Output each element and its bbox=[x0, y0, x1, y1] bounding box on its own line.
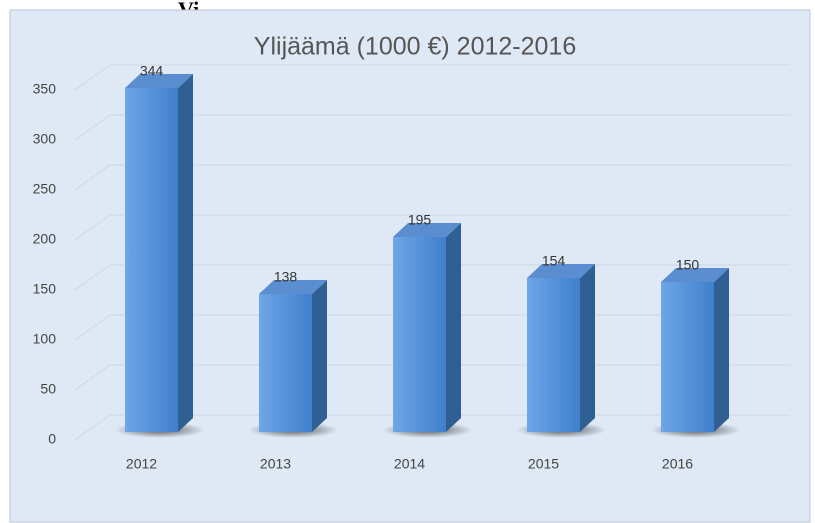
grid-line bbox=[74, 164, 111, 191]
bar-top bbox=[393, 223, 461, 237]
value-label: 138 bbox=[274, 269, 298, 285]
y-tick-label: 150 bbox=[33, 281, 57, 297]
bar bbox=[125, 88, 178, 432]
value-label: 150 bbox=[676, 257, 700, 273]
chart-title: Ylijäämä (1000 €) 2012-2016 bbox=[254, 33, 576, 61]
bar-top bbox=[661, 268, 729, 282]
grid-line bbox=[74, 114, 111, 141]
bar-side bbox=[312, 280, 327, 432]
x-tick-label: 2012 bbox=[126, 456, 157, 472]
grid-line bbox=[74, 64, 111, 91]
grid-line bbox=[74, 414, 111, 441]
y-tick-label: 0 bbox=[48, 431, 56, 447]
grid-line bbox=[74, 264, 111, 291]
y-tick-label: 200 bbox=[33, 231, 57, 247]
bar bbox=[661, 282, 714, 432]
x-tick-label: 2015 bbox=[528, 456, 559, 472]
value-label: 344 bbox=[140, 63, 164, 79]
grid-line bbox=[74, 314, 111, 341]
bar bbox=[527, 278, 580, 432]
bar-top bbox=[125, 74, 193, 88]
value-label: 195 bbox=[408, 212, 432, 228]
bar bbox=[393, 237, 446, 432]
bar-top bbox=[527, 264, 595, 278]
grid-line bbox=[74, 364, 111, 391]
x-tick-label: 2016 bbox=[662, 456, 693, 472]
y-tick-label: 300 bbox=[33, 131, 57, 147]
bar-side bbox=[446, 223, 461, 432]
x-tick-label: 2013 bbox=[260, 456, 291, 472]
bar-side bbox=[714, 268, 729, 432]
bar-top bbox=[259, 280, 327, 294]
y-tick-label: 100 bbox=[33, 331, 57, 347]
bar bbox=[259, 294, 312, 432]
bar-side bbox=[580, 264, 595, 432]
y-tick-label: 350 bbox=[33, 81, 57, 97]
y-tick-label: 250 bbox=[33, 181, 57, 197]
grid-line bbox=[74, 214, 111, 241]
value-label: 154 bbox=[542, 253, 566, 269]
bar-side bbox=[178, 74, 193, 432]
y-tick-label: 50 bbox=[40, 381, 56, 397]
x-tick-label: 2014 bbox=[394, 456, 425, 472]
